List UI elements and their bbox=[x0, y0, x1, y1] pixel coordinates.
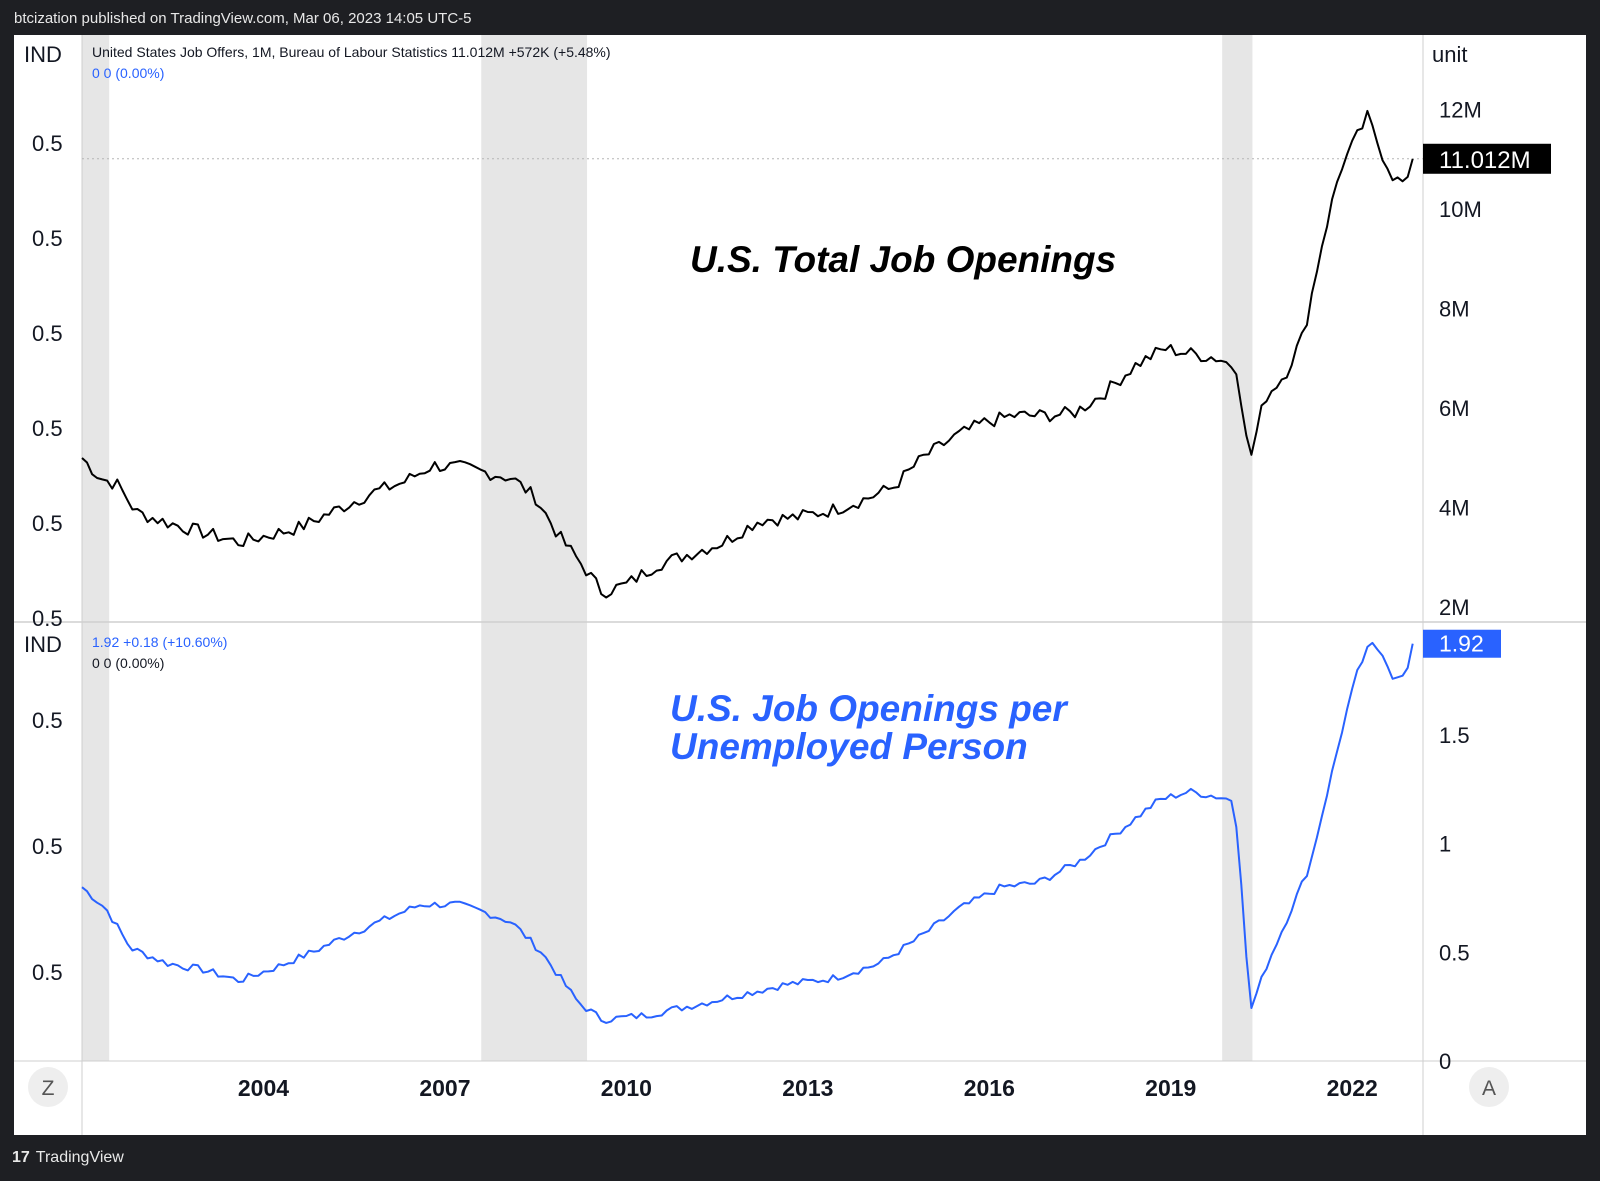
pane1-right-ticks: 2M 4M 6M 8M 10M 12M bbox=[1439, 98, 1482, 620]
pane2-last-value-badge bbox=[1423, 629, 1501, 658]
pane2-left-tick-label: 0.5 bbox=[32, 834, 63, 859]
pane1-scale-label[interactable]: IND bbox=[24, 42, 62, 67]
series-openings-per-unemployed-line bbox=[81, 641, 1414, 1024]
pane1-left-tick-label: 0.5 bbox=[32, 511, 63, 536]
pane1-left-tick-label: 0.5 bbox=[32, 226, 63, 251]
pane1-annotation: U.S. Total Job Openings bbox=[690, 239, 1116, 280]
x-tick-label: 2004 bbox=[238, 1075, 289, 1101]
right-tick-label: 0.5 bbox=[1439, 940, 1470, 965]
right-tick-label: 6M bbox=[1439, 396, 1470, 421]
pane1-left-tick-label: 0.5 bbox=[32, 416, 63, 441]
recession-band bbox=[82, 35, 110, 1061]
recession-bands bbox=[82, 35, 1253, 1061]
pane2-legend-values: 1.92 +0.18 (+10.60%) bbox=[92, 634, 227, 650]
pane1-left-tick-label: 0.5 bbox=[32, 606, 63, 631]
right-tick-label: 2M bbox=[1439, 595, 1470, 620]
pane2-annotation-line1: U.S. Job Openings per bbox=[670, 688, 1069, 729]
footer-brand[interactable]: 17 TradingView bbox=[12, 1149, 124, 1167]
right-tick-label: 1 bbox=[1439, 832, 1451, 857]
pane2-left-ticks: 0.5 0.5 0.5 bbox=[32, 708, 63, 985]
x-tick-label: 2010 bbox=[601, 1075, 652, 1101]
auto-scale-button-left[interactable] bbox=[28, 1067, 68, 1107]
x-tick-label: 2019 bbox=[1145, 1075, 1196, 1101]
pane1-legend-values: 0 0 (0.00%) bbox=[92, 65, 164, 81]
x-tick-label: 2013 bbox=[782, 1075, 833, 1101]
pane1-right-axis-title: unit bbox=[1432, 42, 1467, 67]
pane2-right-ticks: 0 0.5 1 1.5 bbox=[1439, 723, 1470, 1074]
auto-scale-button-right[interactable] bbox=[1469, 1067, 1509, 1107]
pane2-left-tick-label: 0.5 bbox=[32, 708, 63, 733]
tradingview-logo-icon: 17 bbox=[12, 1149, 30, 1166]
pane2-legend-secondary: 0 0 (0.00%) bbox=[92, 655, 164, 671]
pane2-annotation-line2: Unemployed Person bbox=[670, 726, 1028, 767]
right-tick-label: 12M bbox=[1439, 98, 1482, 123]
pane1-last-value-badge bbox=[1423, 143, 1551, 174]
x-tick-label: 2022 bbox=[1327, 1075, 1378, 1101]
x-tick-label: 2007 bbox=[419, 1075, 470, 1101]
left-button-label[interactable]: Z bbox=[42, 1077, 55, 1100]
pane1-last-value-text: 11.012M bbox=[1439, 147, 1531, 174]
pane2-scale-label[interactable]: IND bbox=[24, 632, 62, 657]
time-axis-ticks[interactable]: 2004 2007 2010 2013 2016 2019 2022 bbox=[238, 1075, 1378, 1101]
pane2-left-tick-label: 0.5 bbox=[32, 960, 63, 985]
pane1-left-tick-label: 0.5 bbox=[32, 131, 63, 156]
recession-band bbox=[1222, 35, 1253, 1061]
pane1-left-tick-label: 0.5 bbox=[32, 321, 63, 346]
right-button-label[interactable]: A bbox=[1482, 1077, 1496, 1100]
right-tick-label: 8M bbox=[1439, 297, 1470, 322]
chart-svg[interactable]: IND United States Job Offers, 1M, Bureau… bbox=[14, 35, 1586, 1135]
x-tick-label: 2016 bbox=[964, 1075, 1015, 1101]
pane2-last-value-text: 1.92 bbox=[1439, 631, 1484, 657]
right-tick-label: 10M bbox=[1439, 197, 1482, 222]
chart-container[interactable]: IND United States Job Offers, 1M, Bureau… bbox=[14, 35, 1586, 1135]
right-tick-label: 1.5 bbox=[1439, 723, 1470, 748]
right-tick-label: 4M bbox=[1439, 496, 1470, 521]
series-job-openings-line bbox=[81, 109, 1414, 599]
right-tick-label: 0 bbox=[1439, 1049, 1451, 1074]
pane1-left-ticks: 0.5 0.5 0.5 0.5 0.5 0.5 bbox=[32, 131, 63, 631]
pane1-legend-title: United States Job Offers, 1M, Bureau of … bbox=[92, 44, 611, 60]
recession-band bbox=[481, 35, 588, 1061]
publish-info: btcization published on TradingView.com,… bbox=[14, 10, 472, 27]
footer-brand-text: TradingView bbox=[35, 1149, 124, 1166]
